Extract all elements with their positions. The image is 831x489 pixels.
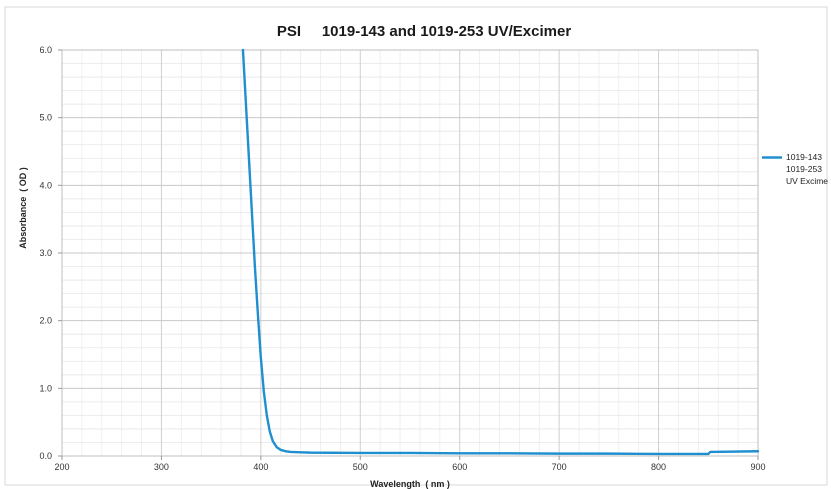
legend: 1019-143 1019-253 UV Excime	[762, 152, 828, 186]
x-tick-label: 200	[54, 462, 69, 472]
y-tick-label: 0.0	[39, 451, 52, 461]
y-axis-ticks: 0.0 1.0 2.0 3.0 4.0 5.0 6.0	[39, 45, 62, 461]
legend-line-1: 1019-143	[786, 152, 822, 162]
legend-line-2: 1019-253	[786, 164, 822, 174]
x-tick-label: 300	[154, 462, 169, 472]
x-tick-label: 600	[452, 462, 467, 472]
y-tick-label: 4.0	[39, 180, 52, 190]
x-tick-label: 500	[353, 462, 368, 472]
x-axis-label: Wavelength ( nm )	[370, 479, 450, 489]
major-gridlines	[62, 50, 758, 456]
x-tick-label: 400	[253, 462, 268, 472]
x-tick-label: 700	[552, 462, 567, 472]
legend-line-3: UV Excime	[786, 176, 828, 186]
y-tick-label: 1.0	[39, 383, 52, 393]
y-tick-label: 5.0	[39, 113, 52, 123]
y-axis-label: Absorbance ( OD )	[18, 167, 28, 249]
y-tick-label: 3.0	[39, 248, 52, 258]
x-tick-label: 800	[651, 462, 666, 472]
y-tick-label: 2.0	[39, 316, 52, 326]
chart-frame	[4, 6, 828, 486]
x-tick-label: 900	[750, 462, 765, 472]
series-line	[241, 48, 760, 456]
chart-title: PSI 1019-143 and 1019-253 UV/Excimer	[277, 23, 572, 40]
y-tick-label: 6.0	[39, 45, 52, 55]
x-axis-ticks: 200 300 400 500 600 700 800 900	[54, 456, 766, 472]
